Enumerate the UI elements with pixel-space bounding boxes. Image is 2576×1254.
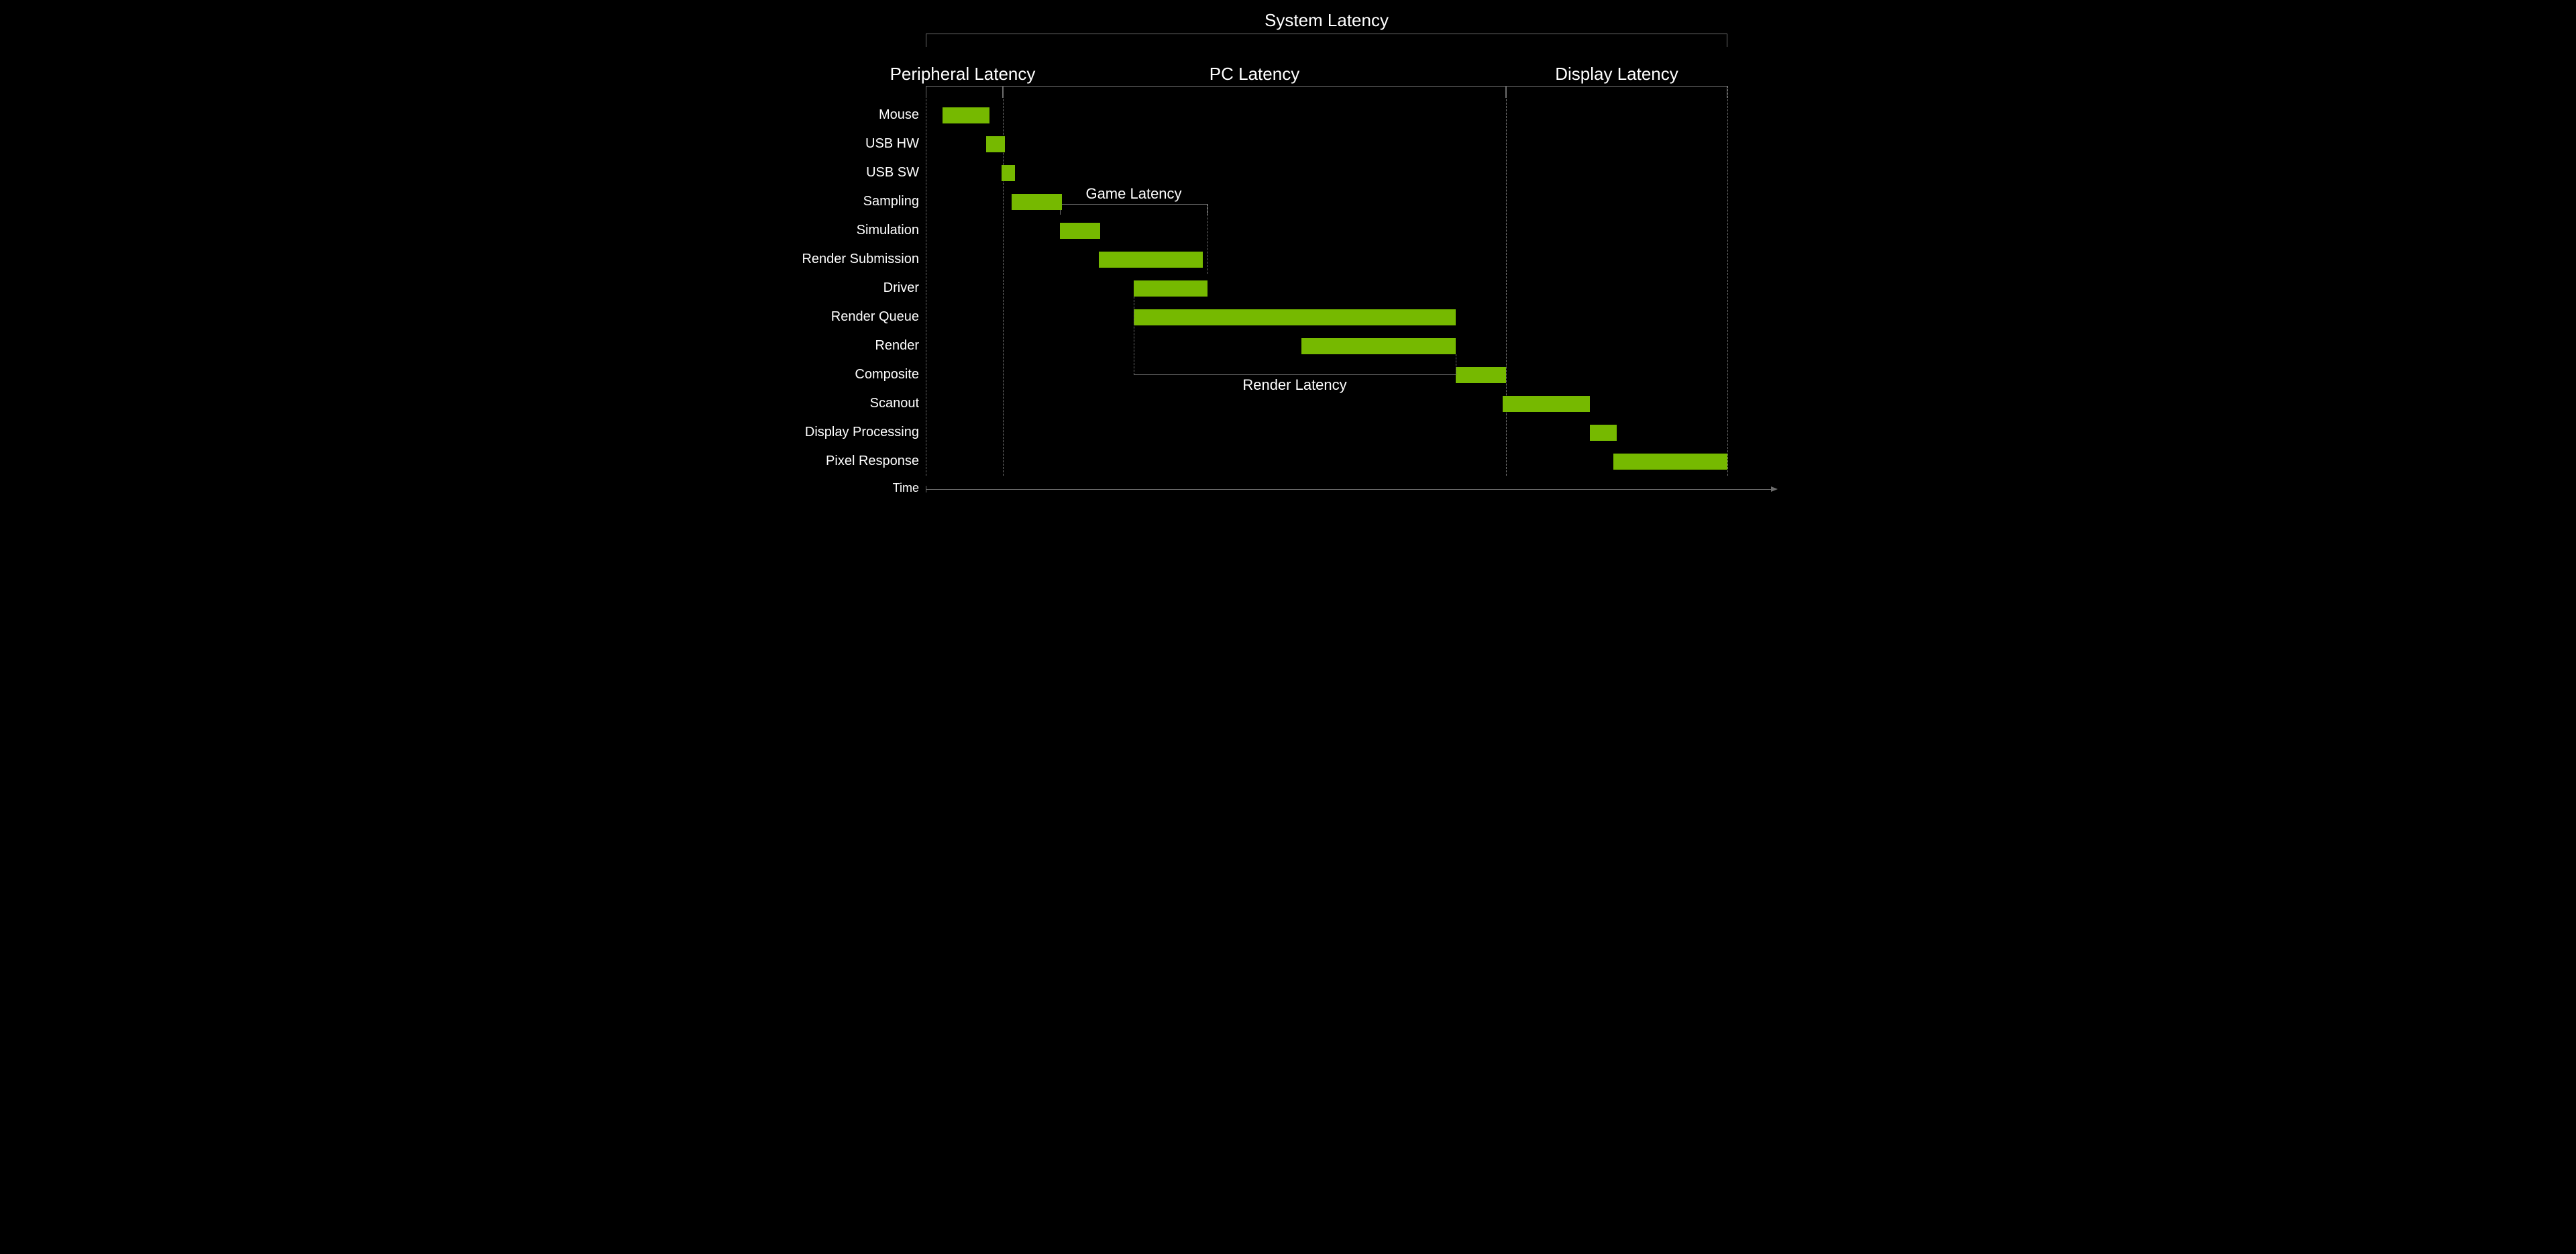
row-label: Render — [785, 338, 919, 354]
gantt-bar — [943, 107, 989, 123]
gantt-chart: MouseUSB HWUSB SWSamplingSimulationRende… — [926, 101, 1778, 476]
gantt-bar — [986, 136, 1005, 152]
row-label: Driver — [785, 280, 919, 296]
gantt-row: Render Queue — [926, 303, 1778, 331]
row-label: Simulation — [785, 223, 919, 238]
gantt-row: Render Submission — [926, 245, 1778, 274]
display-latency-bracket — [1506, 86, 1727, 98]
gantt-bar — [1456, 367, 1506, 383]
system-latency-label: System Latency — [1265, 10, 1389, 31]
time-axis-arrow-icon — [1771, 486, 1778, 492]
gantt-row: Display Processing — [926, 418, 1778, 447]
row-label: Mouse — [785, 107, 919, 123]
gantt-bar — [1503, 396, 1590, 412]
gantt-row: USB HW — [926, 129, 1778, 158]
system-latency-bracket — [926, 34, 1727, 47]
gantt-row: USB SW — [926, 158, 1778, 187]
gantt-row: Mouse — [926, 101, 1778, 129]
gantt-bar — [1134, 280, 1208, 297]
row-label: Display Processing — [785, 425, 919, 440]
gantt-bar — [1590, 425, 1617, 441]
display-latency-label: Display Latency — [1555, 64, 1678, 85]
gantt-row: Driver — [926, 274, 1778, 303]
peripheral-latency-bracket — [926, 86, 1003, 98]
time-axis-label: Time — [785, 481, 919, 495]
row-label: Render Queue — [785, 309, 919, 325]
peripheral-latency-label: Peripheral Latency — [890, 64, 1036, 85]
time-axis-line — [926, 489, 1771, 490]
gantt-bar — [1060, 223, 1100, 239]
gantt-bar — [1613, 454, 1727, 470]
row-label: USB SW — [785, 165, 919, 180]
row-label: Composite — [785, 367, 919, 382]
pc-latency-bracket — [1003, 86, 1506, 98]
gantt-row: Pixel Response — [926, 447, 1778, 476]
gantt-row: Sampling — [926, 187, 1778, 216]
pc-latency-label: PC Latency — [1210, 64, 1299, 85]
row-label: Sampling — [785, 194, 919, 209]
gantt-row: Simulation — [926, 216, 1778, 245]
gantt-bar — [1012, 194, 1062, 210]
row-label: Scanout — [785, 396, 919, 411]
gantt-bar — [1134, 309, 1456, 325]
gantt-bar — [1002, 165, 1015, 181]
gantt-bar — [1301, 338, 1456, 354]
gantt-row: Composite — [926, 360, 1778, 389]
gantt-row: Scanout — [926, 389, 1778, 418]
row-label: Render Submission — [785, 252, 919, 267]
row-label: USB HW — [785, 136, 919, 152]
gantt-bar — [1099, 252, 1203, 268]
gantt-row: Render — [926, 331, 1778, 360]
row-label: Pixel Response — [785, 454, 919, 469]
